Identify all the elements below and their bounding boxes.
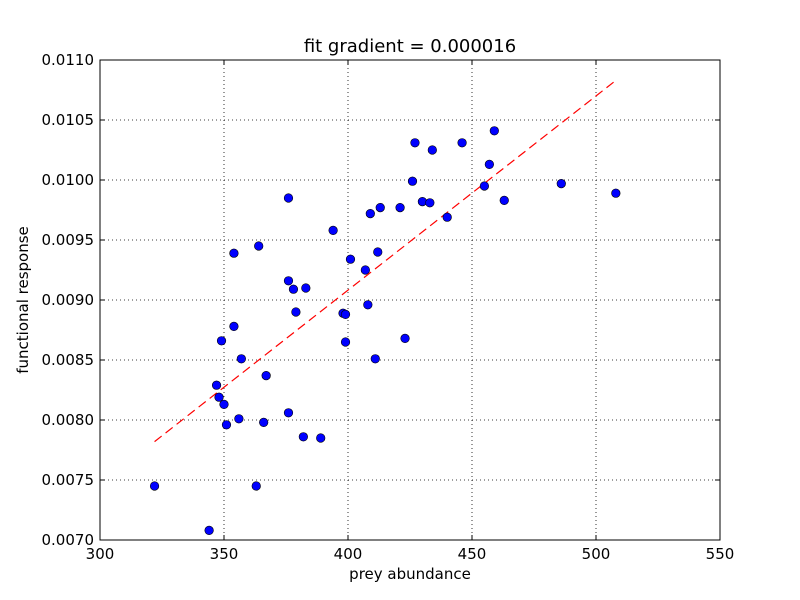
y-tick-label: 0.0100 — [42, 171, 95, 189]
data-point — [221, 420, 232, 430]
data-point — [316, 433, 326, 443]
data-point — [556, 179, 566, 189]
data-point — [211, 380, 222, 390]
data-point — [216, 336, 227, 346]
x-tick-label: 350 — [210, 545, 239, 563]
y-tick-label: 0.0085 — [42, 351, 95, 369]
x-tick-label: 300 — [86, 545, 115, 563]
data-point — [229, 321, 239, 332]
data-point — [479, 181, 490, 191]
data-point — [283, 193, 294, 203]
data-point — [254, 241, 264, 251]
data-point — [229, 248, 239, 258]
x-tick-label: 400 — [334, 545, 363, 563]
data-point — [427, 145, 437, 155]
data-point — [261, 371, 271, 381]
data-point — [400, 333, 410, 344]
data-point — [204, 525, 214, 536]
y-tick-label: 0.0090 — [42, 291, 95, 309]
data-point — [410, 138, 420, 148]
y-tick-label: 0.0080 — [42, 411, 95, 429]
data-point — [298, 432, 308, 442]
data-point — [425, 198, 435, 208]
x-tick-label: 450 — [458, 545, 487, 563]
data-point — [345, 254, 356, 264]
data-point — [283, 276, 294, 286]
data-point — [340, 309, 351, 320]
data-point — [283, 408, 294, 418]
y-tick-label: 0.0110 — [42, 51, 95, 69]
data-point — [407, 176, 418, 186]
data-point — [360, 265, 370, 275]
data-point — [375, 203, 385, 213]
data-point — [234, 414, 244, 424]
data-point — [484, 159, 494, 169]
data-points — [149, 126, 621, 536]
data-point — [251, 481, 261, 491]
data-point — [457, 138, 467, 148]
data-point — [291, 307, 301, 317]
chart-title: fit gradient = 0.000016 — [304, 36, 516, 57]
x-tick-labels: 300 350 400 450 500 550 — [86, 545, 735, 563]
y-tick-labels: 0.0070 0.0075 0.0080 0.0085 0.0090 0.0095 0.01… — [42, 51, 95, 549]
axis-ticks — [99, 59, 721, 541]
data-point — [373, 247, 383, 257]
data-point — [328, 225, 338, 235]
data-point — [149, 481, 160, 491]
data-point — [340, 337, 351, 347]
x-axis-label: prey abundance — [349, 565, 471, 583]
data-point — [370, 354, 380, 364]
x-tick-label: 500 — [582, 545, 611, 563]
y-axis-label: functional response — [14, 226, 32, 374]
data-point — [489, 126, 499, 136]
data-point — [611, 188, 621, 198]
y-tick-label: 0.0070 — [42, 531, 95, 549]
data-point — [365, 209, 375, 219]
grid-lines — [100, 60, 720, 540]
data-point — [395, 203, 405, 213]
data-point — [214, 392, 224, 402]
data-point — [499, 195, 509, 205]
x-tick-label: 550 — [706, 545, 735, 563]
data-point — [219, 399, 229, 410]
data-point — [363, 300, 373, 310]
data-point — [236, 354, 246, 364]
y-tick-label: 0.0095 — [42, 231, 95, 249]
data-point — [301, 283, 311, 293]
y-tick-label: 0.0075 — [42, 471, 95, 489]
data-point — [288, 284, 299, 294]
y-tick-label: 0.0105 — [42, 111, 95, 129]
data-point — [259, 417, 269, 428]
data-point — [442, 212, 452, 222]
